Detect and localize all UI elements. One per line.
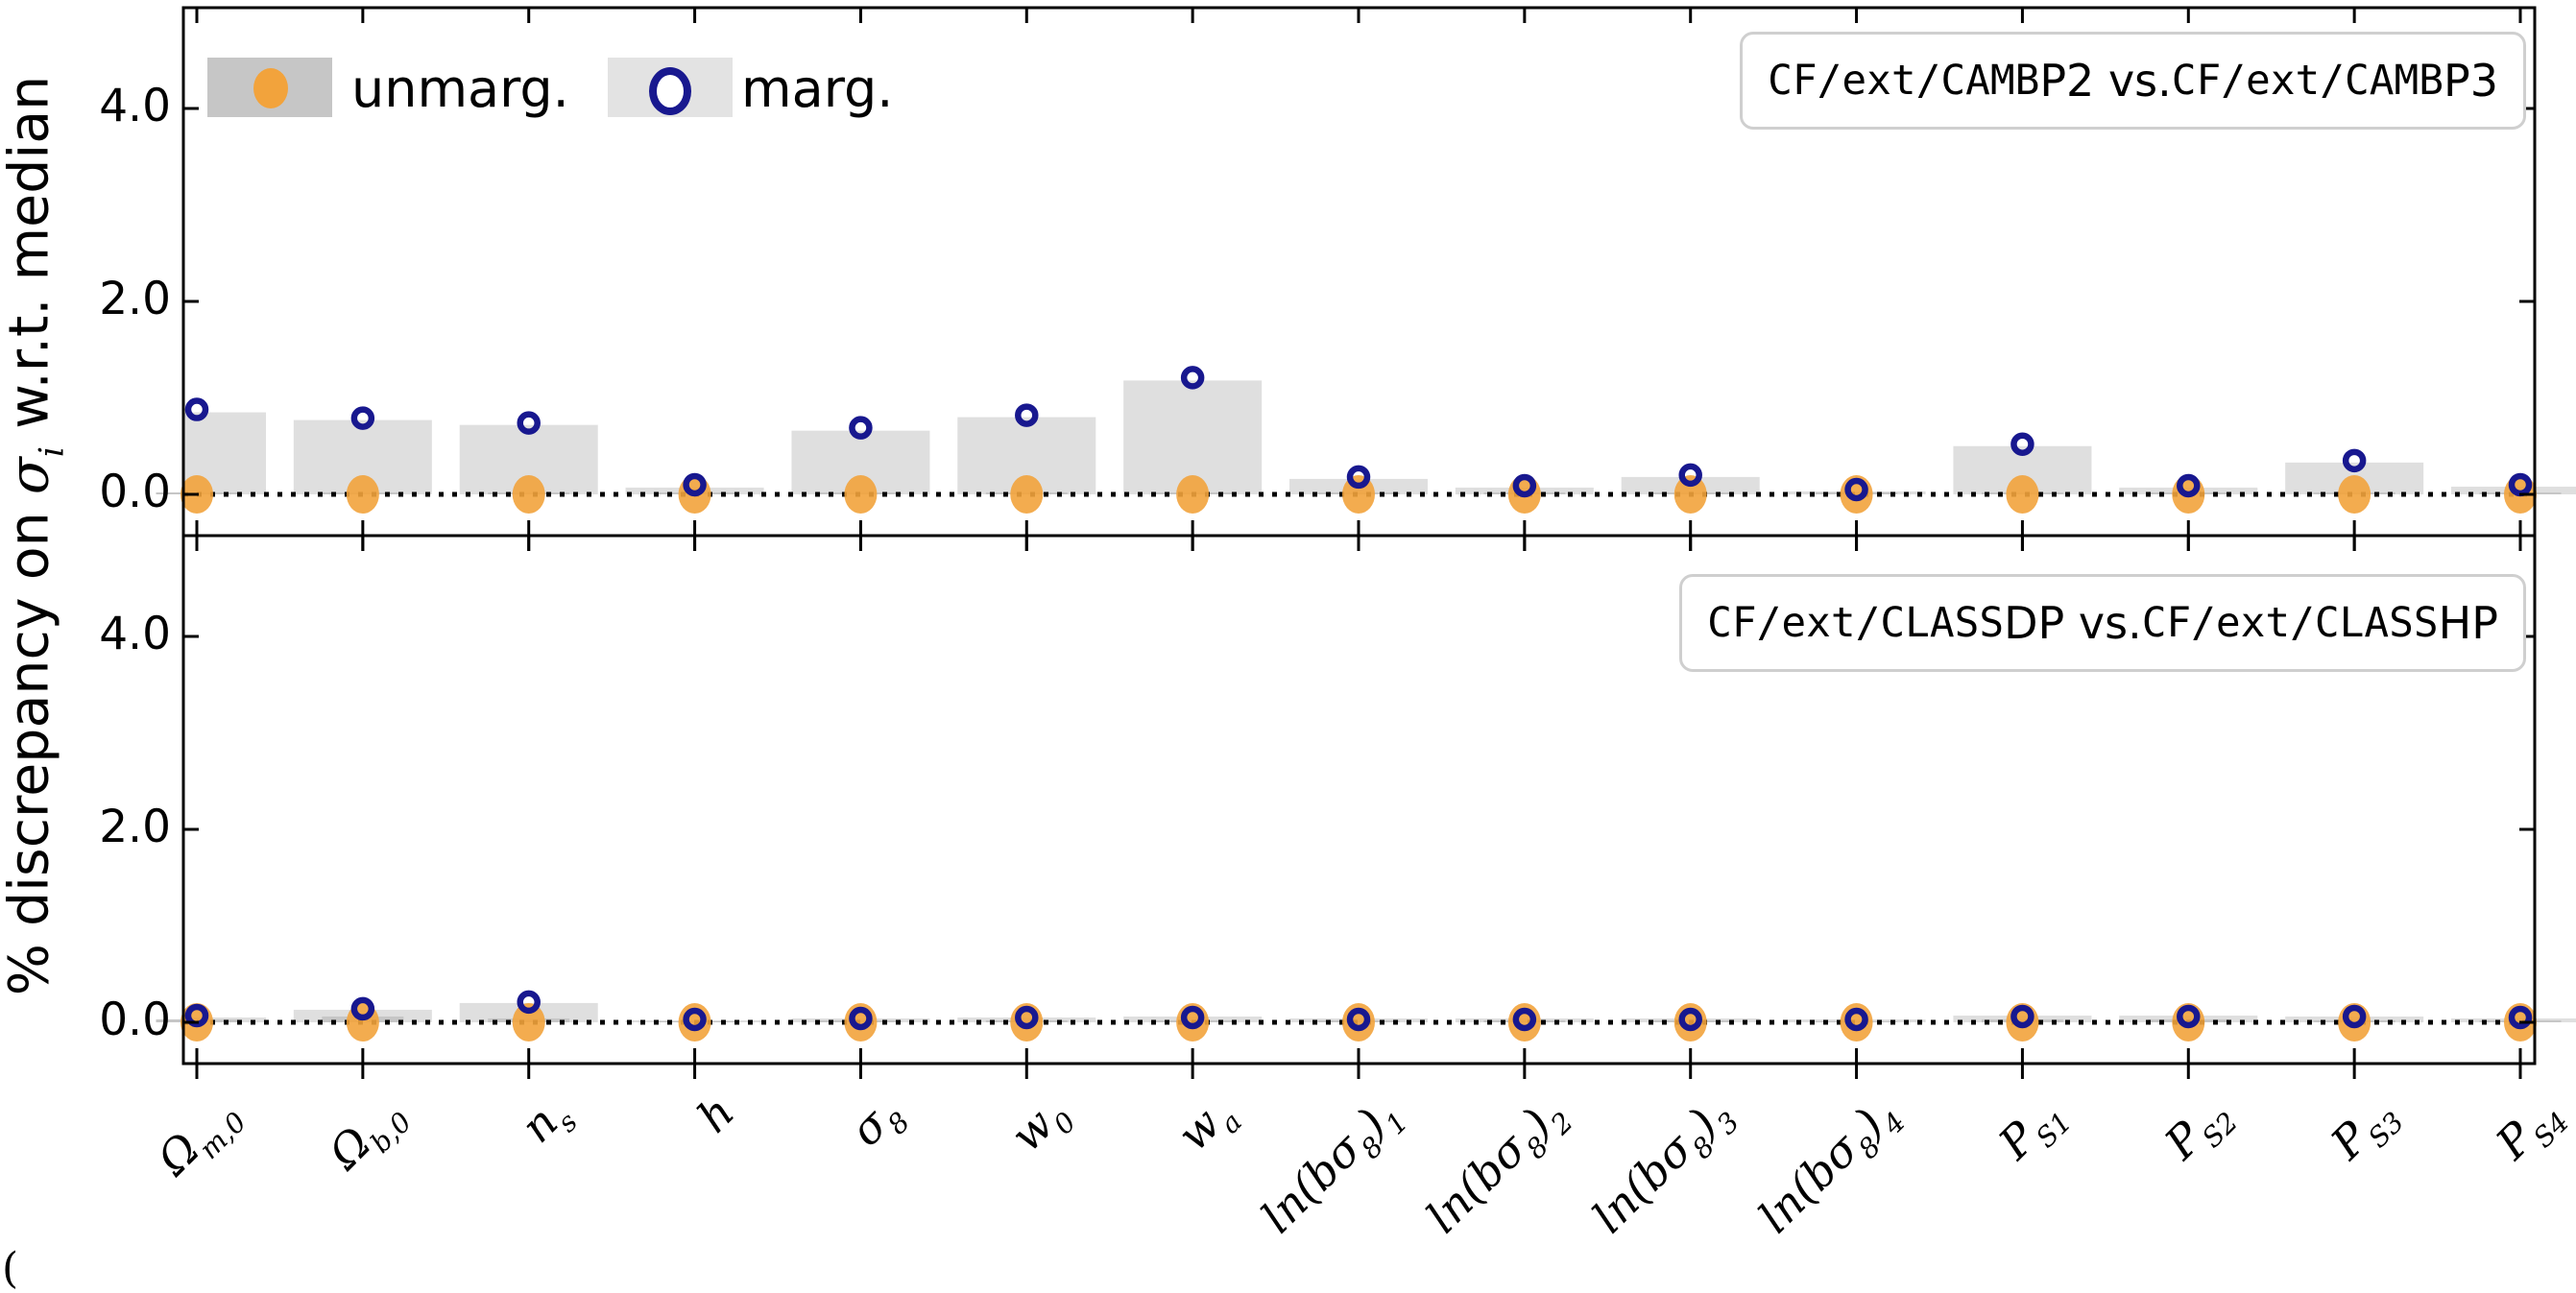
text-segment: CF/ext/CAMB [1768,57,2040,105]
marg-circle-marker [2177,1004,2201,1029]
marg-circle-marker [2508,1005,2533,1030]
y-tick-label: 2.0 [99,801,171,853]
marg-circle-marker [2177,473,2201,498]
marg-circle-marker [350,406,375,430]
marg-circle-marker [1844,477,1868,502]
y-tick-label: 0.0 [99,994,171,1046]
legend-unmarg-label: unmarg. [351,59,569,119]
unmarg-dot-marker [2006,475,2039,514]
marg-circle-marker [1015,403,1039,427]
marg-circle-marker [2010,1004,2034,1029]
marg-circle-marker [2342,448,2367,473]
caption-fragment: ( [2,1244,19,1293]
marg-circle-marker [1346,1007,1371,1032]
legend-unmarg-dot-icon [253,68,288,108]
text-segment: HP [2438,597,2498,649]
unmarg-dot-marker [1176,475,1210,514]
marg-circle-marker [1015,1005,1039,1030]
text-segment: DP vs. [2004,597,2142,649]
unmarg-dot-marker [512,1003,545,1042]
text-segment: % discrepancy on [0,494,61,996]
marg-circle-marker [517,990,541,1015]
marg-circle-marker [184,397,209,421]
marg-circle-marker [1180,1005,1205,1030]
unmarg-dot-marker [844,475,878,514]
text-segment: P2 vs. [2039,55,2172,107]
marg-circle-marker [1346,465,1371,490]
text-segment: CF/ext/CLASS [2141,599,2439,647]
marg-circle-marker [2342,1004,2367,1029]
text-segment: i [32,445,72,458]
legend-marg-circle-icon [649,67,691,115]
text-segment: CF/ext/CLASS [1707,599,2005,647]
marg-circle-marker [683,1007,707,1032]
text-segment: CF/ext/CAMB [2171,57,2444,105]
marg-circle-marker [517,411,541,435]
y-axis-label: % discrepancy on σi w.r.t. median [0,76,71,996]
marg-circle-marker [1678,1007,1702,1032]
marg-circle-marker [1678,463,1702,488]
marg-circle-marker [1512,473,1537,498]
marg-circle-marker [1180,366,1205,390]
marg-circle-marker [1844,1007,1868,1032]
y-tick-label: 2.0 [99,273,171,325]
marg-circle-marker [2010,432,2034,456]
unmarg-dot-marker [512,475,545,514]
unmarg-dot-marker [2338,475,2371,514]
unmarg-dot-marker [1010,475,1044,514]
y-tick-label: 4.0 [99,80,171,132]
panel1-title-box: CF/ext/CAMB P2 vs. CF/ext/CAMB P3 [1740,32,2526,130]
unmarg-dot-marker [1341,475,1375,514]
legend-marg-label: marg. [741,59,894,119]
marg-circle-marker [849,1006,873,1031]
marg-circle-marker [849,416,873,440]
marg-circle-marker [184,1003,209,1028]
unmarg-dot-marker [346,475,379,514]
unmarg-dot-marker [1673,475,1707,514]
text-segment: w.r.t. median [0,75,61,446]
panel2-title-box: CF/ext/CLASS DP vs. CF/ext/CLASS HP [1679,574,2526,672]
y-tick-label: 0.0 [99,466,171,518]
marg-circle-marker [1512,1007,1537,1032]
y-tick-label: 4.0 [99,608,171,660]
marg-circle-marker [350,996,375,1021]
text-segment: P3 [2443,55,2498,107]
marg-circle-marker [683,472,707,497]
